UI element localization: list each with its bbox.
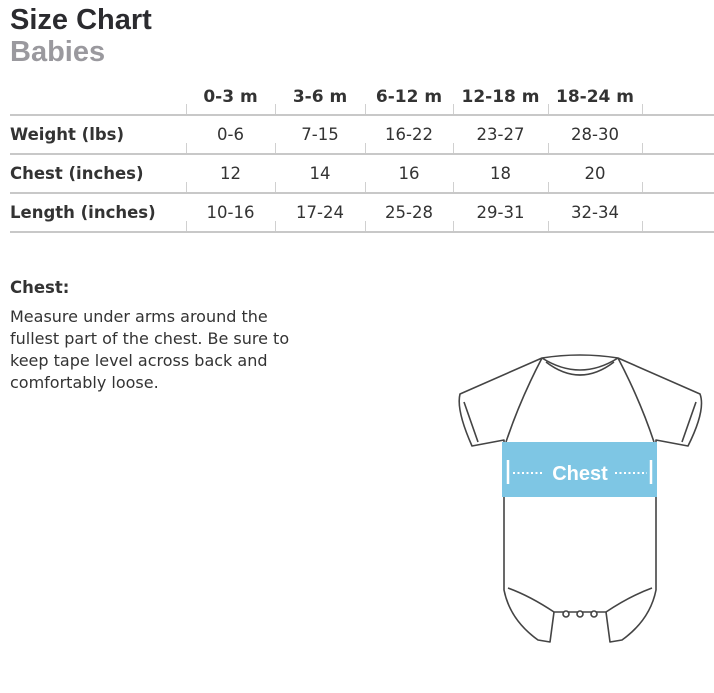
size-table: 0-3 m 3-6 m 6-12 m 12-18 m 18-24 m Weight (lb…	[10, 80, 714, 233]
table-row: Chest (inches) 12 14 16 18 20	[10, 155, 714, 194]
column-header: 3-6 m	[292, 87, 348, 107]
table-cell: 25-28	[385, 203, 433, 222]
column-divider	[642, 143, 643, 153]
column-divider	[365, 182, 366, 192]
page-subtitle: Babies	[10, 36, 106, 68]
column-divider	[548, 143, 549, 153]
column-divider	[365, 221, 366, 231]
column-divider	[642, 221, 643, 231]
chest-measure-label: Chest	[552, 463, 608, 485]
column-divider	[642, 182, 643, 192]
table-cell: 28-30	[571, 125, 619, 144]
table-cell: 16	[398, 164, 420, 183]
column-header: 12-18 m	[461, 87, 540, 107]
row-label: Weight (lbs)	[10, 125, 125, 144]
column-divider	[548, 221, 549, 231]
table-cell: 12	[220, 164, 241, 183]
table-header-row: 0-3 m 3-6 m 6-12 m 12-18 m 18-24 m	[10, 80, 714, 116]
table-cell: 10-16	[206, 203, 255, 222]
table-cell: 20	[584, 164, 606, 183]
column-divider	[186, 182, 187, 192]
column-header: 0-3 m	[203, 87, 258, 107]
table-cell: 18	[490, 164, 511, 183]
table-cell: 7-15	[301, 125, 339, 144]
column-divider	[186, 143, 187, 153]
column-divider	[453, 221, 454, 231]
column-divider	[186, 104, 187, 114]
chest-instructions: Measure under arms around the fullest pa…	[10, 307, 290, 392]
column-divider	[453, 104, 454, 114]
column-divider	[275, 104, 276, 114]
chest-heading: Chest:	[10, 278, 70, 297]
table-row: Weight (lbs) 0-6 7-15 16-22 23-27 28-30	[10, 116, 714, 155]
column-divider	[548, 104, 549, 114]
table-cell: 0-6	[217, 125, 244, 144]
column-divider	[275, 221, 276, 231]
row-label: Chest (inches)	[10, 164, 144, 183]
table-row: Length (inches) 10-16 17-24 25-28 29-31 32-34	[10, 194, 714, 233]
column-divider	[453, 143, 454, 153]
column-divider	[186, 221, 187, 231]
page-title: Size Chart	[10, 4, 152, 36]
column-divider	[365, 104, 366, 114]
table-cell: 29-31	[476, 203, 525, 222]
column-divider	[275, 182, 276, 192]
table-cell: 32-34	[571, 203, 619, 222]
table-cell: 23-27	[476, 125, 525, 144]
column-divider	[453, 182, 454, 192]
column-divider	[365, 143, 366, 153]
table-cell: 16-22	[385, 125, 433, 144]
chest-measure-band	[502, 442, 657, 497]
onesie-body	[458, 354, 703, 643]
row-label: Length (inches)	[10, 203, 156, 222]
column-divider	[642, 104, 643, 114]
column-header: 6-12 m	[375, 87, 443, 107]
column-header: 18-24 m	[555, 87, 634, 107]
table-cell: 14	[309, 164, 331, 183]
column-divider	[548, 182, 549, 192]
onesie-diagram: Chest	[458, 354, 703, 643]
table-cell: 17-24	[296, 203, 344, 222]
column-divider	[275, 143, 276, 153]
